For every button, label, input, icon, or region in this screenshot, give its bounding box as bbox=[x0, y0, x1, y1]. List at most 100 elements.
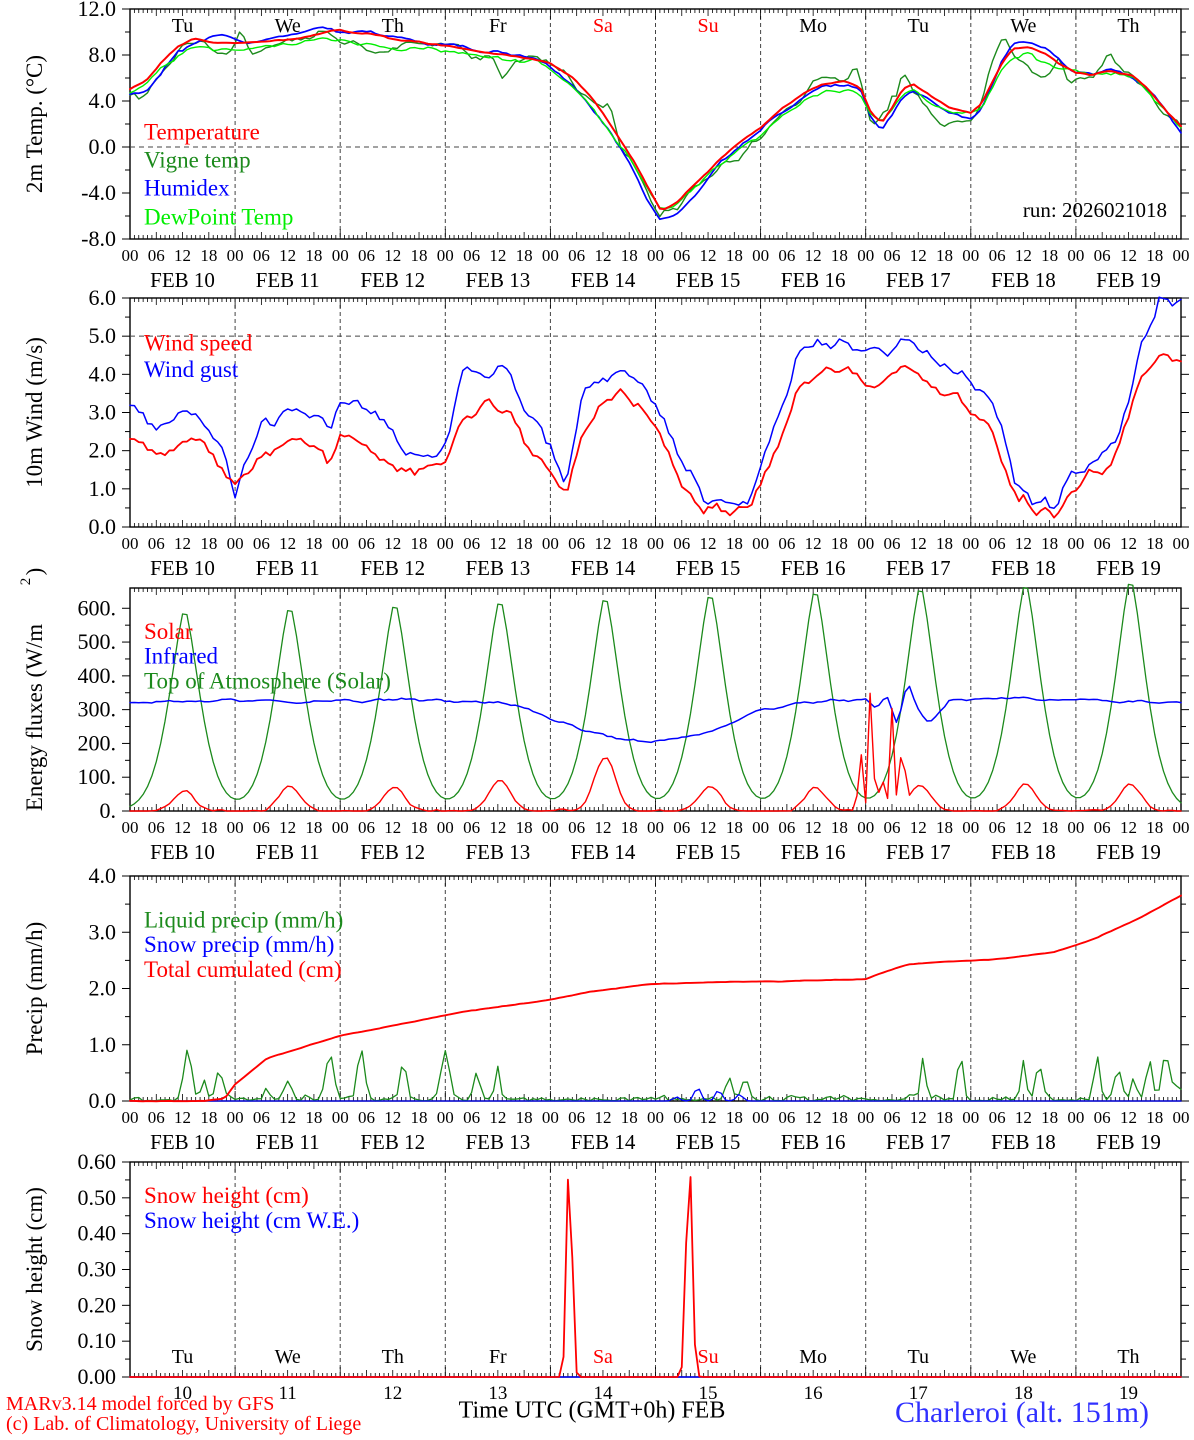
svg-text:FEB 13: FEB 13 bbox=[465, 268, 530, 292]
svg-text:FEB 16: FEB 16 bbox=[781, 268, 846, 292]
svg-text:Snow height (cm): Snow height (cm) bbox=[144, 1183, 309, 1208]
svg-text:18: 18 bbox=[411, 818, 428, 837]
svg-text:Fr: Fr bbox=[489, 15, 507, 37]
svg-text:00: 00 bbox=[122, 1108, 139, 1127]
svg-text:18: 18 bbox=[305, 534, 322, 553]
svg-text:00: 00 bbox=[1173, 1108, 1190, 1127]
svg-text:1.0: 1.0 bbox=[89, 1032, 117, 1057]
svg-text:18: 18 bbox=[411, 246, 428, 265]
svg-text:00: 00 bbox=[752, 818, 769, 837]
svg-text:12: 12 bbox=[700, 1108, 717, 1127]
svg-text:1.0: 1.0 bbox=[89, 476, 117, 501]
svg-text:12: 12 bbox=[489, 818, 506, 837]
svg-text:06: 06 bbox=[568, 818, 585, 837]
svg-text:00: 00 bbox=[332, 246, 349, 265]
svg-text:18: 18 bbox=[726, 1108, 743, 1127]
svg-text:18: 18 bbox=[200, 1108, 217, 1127]
svg-text:0.20: 0.20 bbox=[78, 1292, 117, 1317]
svg-text:3.0: 3.0 bbox=[89, 919, 117, 944]
svg-text:18: 18 bbox=[621, 534, 638, 553]
svg-text:FEB 14: FEB 14 bbox=[571, 268, 636, 292]
svg-text:2m Temp. (°C): 2m Temp. (°C) bbox=[22, 55, 47, 193]
svg-text:06: 06 bbox=[253, 1108, 270, 1127]
svg-text:Precip (mm/h): Precip (mm/h) bbox=[22, 922, 47, 1056]
svg-text:06: 06 bbox=[148, 1108, 165, 1127]
svg-text:FEB 15: FEB 15 bbox=[676, 840, 741, 864]
svg-text:06: 06 bbox=[358, 818, 375, 837]
svg-text:Th: Th bbox=[1117, 15, 1139, 37]
svg-text:FEB 10: FEB 10 bbox=[150, 268, 215, 292]
svg-text:100.: 100. bbox=[78, 764, 117, 789]
svg-text:00: 00 bbox=[647, 818, 664, 837]
svg-text:06: 06 bbox=[1094, 246, 1111, 265]
svg-text:12: 12 bbox=[384, 818, 401, 837]
svg-text:12: 12 bbox=[805, 1108, 822, 1127]
svg-text:0.10: 0.10 bbox=[78, 1328, 117, 1353]
svg-text:Tu: Tu bbox=[172, 15, 194, 37]
svg-text:2: 2 bbox=[18, 578, 34, 586]
svg-text:12: 12 bbox=[594, 818, 611, 837]
svg-text:18: 18 bbox=[1041, 1108, 1058, 1127]
svg-text:Energy fluxes (W/m: Energy fluxes (W/m bbox=[22, 624, 47, 811]
svg-text:FEB 19: FEB 19 bbox=[1096, 1130, 1161, 1154]
svg-text:FEB 15: FEB 15 bbox=[676, 1130, 741, 1154]
svg-text:Sa: Sa bbox=[593, 15, 613, 37]
svg-text:FEB 16: FEB 16 bbox=[781, 556, 846, 580]
svg-text:Mo: Mo bbox=[799, 15, 827, 37]
svg-text:12: 12 bbox=[700, 534, 717, 553]
svg-text:6.0: 6.0 bbox=[89, 285, 117, 310]
svg-text:00: 00 bbox=[542, 1108, 559, 1127]
svg-text:06: 06 bbox=[778, 246, 795, 265]
svg-text:Infrared: Infrared bbox=[144, 644, 219, 669]
svg-text:00: 00 bbox=[1067, 818, 1084, 837]
svg-text:00: 00 bbox=[647, 246, 664, 265]
svg-text:00: 00 bbox=[227, 246, 244, 265]
svg-text:FEB 18: FEB 18 bbox=[991, 556, 1056, 580]
svg-text:12: 12 bbox=[1120, 1108, 1137, 1127]
svg-text:Vigne temp: Vigne temp bbox=[144, 147, 251, 172]
svg-text:12: 12 bbox=[279, 818, 296, 837]
svg-text:FEB 18: FEB 18 bbox=[991, 268, 1056, 292]
svg-text:Tu: Tu bbox=[172, 1346, 194, 1368]
svg-text:00: 00 bbox=[752, 1108, 769, 1127]
svg-text:FEB 10: FEB 10 bbox=[150, 1130, 215, 1154]
svg-text:12: 12 bbox=[594, 246, 611, 265]
svg-text:Sa: Sa bbox=[593, 1346, 613, 1368]
svg-text:18: 18 bbox=[831, 534, 848, 553]
svg-text:06: 06 bbox=[778, 818, 795, 837]
svg-text:18: 18 bbox=[1146, 1108, 1163, 1127]
svg-text:00: 00 bbox=[332, 818, 349, 837]
svg-text:18: 18 bbox=[621, 818, 638, 837]
svg-text:06: 06 bbox=[358, 246, 375, 265]
svg-text:5.0: 5.0 bbox=[89, 323, 117, 348]
svg-text:FEB 10: FEB 10 bbox=[150, 556, 215, 580]
svg-text:0.60: 0.60 bbox=[78, 1149, 117, 1174]
svg-text:18: 18 bbox=[621, 1108, 638, 1127]
svg-text:06: 06 bbox=[673, 246, 690, 265]
svg-text:12: 12 bbox=[384, 534, 401, 553]
svg-text:00: 00 bbox=[122, 246, 139, 265]
svg-text:FEB 14: FEB 14 bbox=[571, 1130, 636, 1154]
svg-text:400.: 400. bbox=[78, 663, 117, 688]
svg-text:18: 18 bbox=[305, 818, 322, 837]
svg-text:18: 18 bbox=[305, 246, 322, 265]
svg-text:0.00: 0.00 bbox=[78, 1364, 117, 1389]
svg-text:00: 00 bbox=[857, 534, 874, 553]
svg-text:2.0: 2.0 bbox=[89, 438, 117, 463]
svg-text:06: 06 bbox=[463, 818, 480, 837]
svg-text:12: 12 bbox=[1120, 246, 1137, 265]
svg-text:06: 06 bbox=[883, 818, 900, 837]
svg-text:18: 18 bbox=[1041, 818, 1058, 837]
svg-text:200.: 200. bbox=[78, 730, 117, 755]
svg-text:00: 00 bbox=[647, 534, 664, 553]
svg-text:18: 18 bbox=[200, 246, 217, 265]
svg-text:06: 06 bbox=[1094, 534, 1111, 553]
svg-text:18: 18 bbox=[936, 246, 953, 265]
svg-text:18: 18 bbox=[516, 534, 533, 553]
svg-text:500.: 500. bbox=[78, 629, 117, 654]
svg-text:3.0: 3.0 bbox=[89, 400, 117, 425]
svg-text:12: 12 bbox=[700, 818, 717, 837]
svg-text:FEB 18: FEB 18 bbox=[991, 840, 1056, 864]
svg-text:12: 12 bbox=[384, 1108, 401, 1127]
svg-text:18: 18 bbox=[726, 246, 743, 265]
